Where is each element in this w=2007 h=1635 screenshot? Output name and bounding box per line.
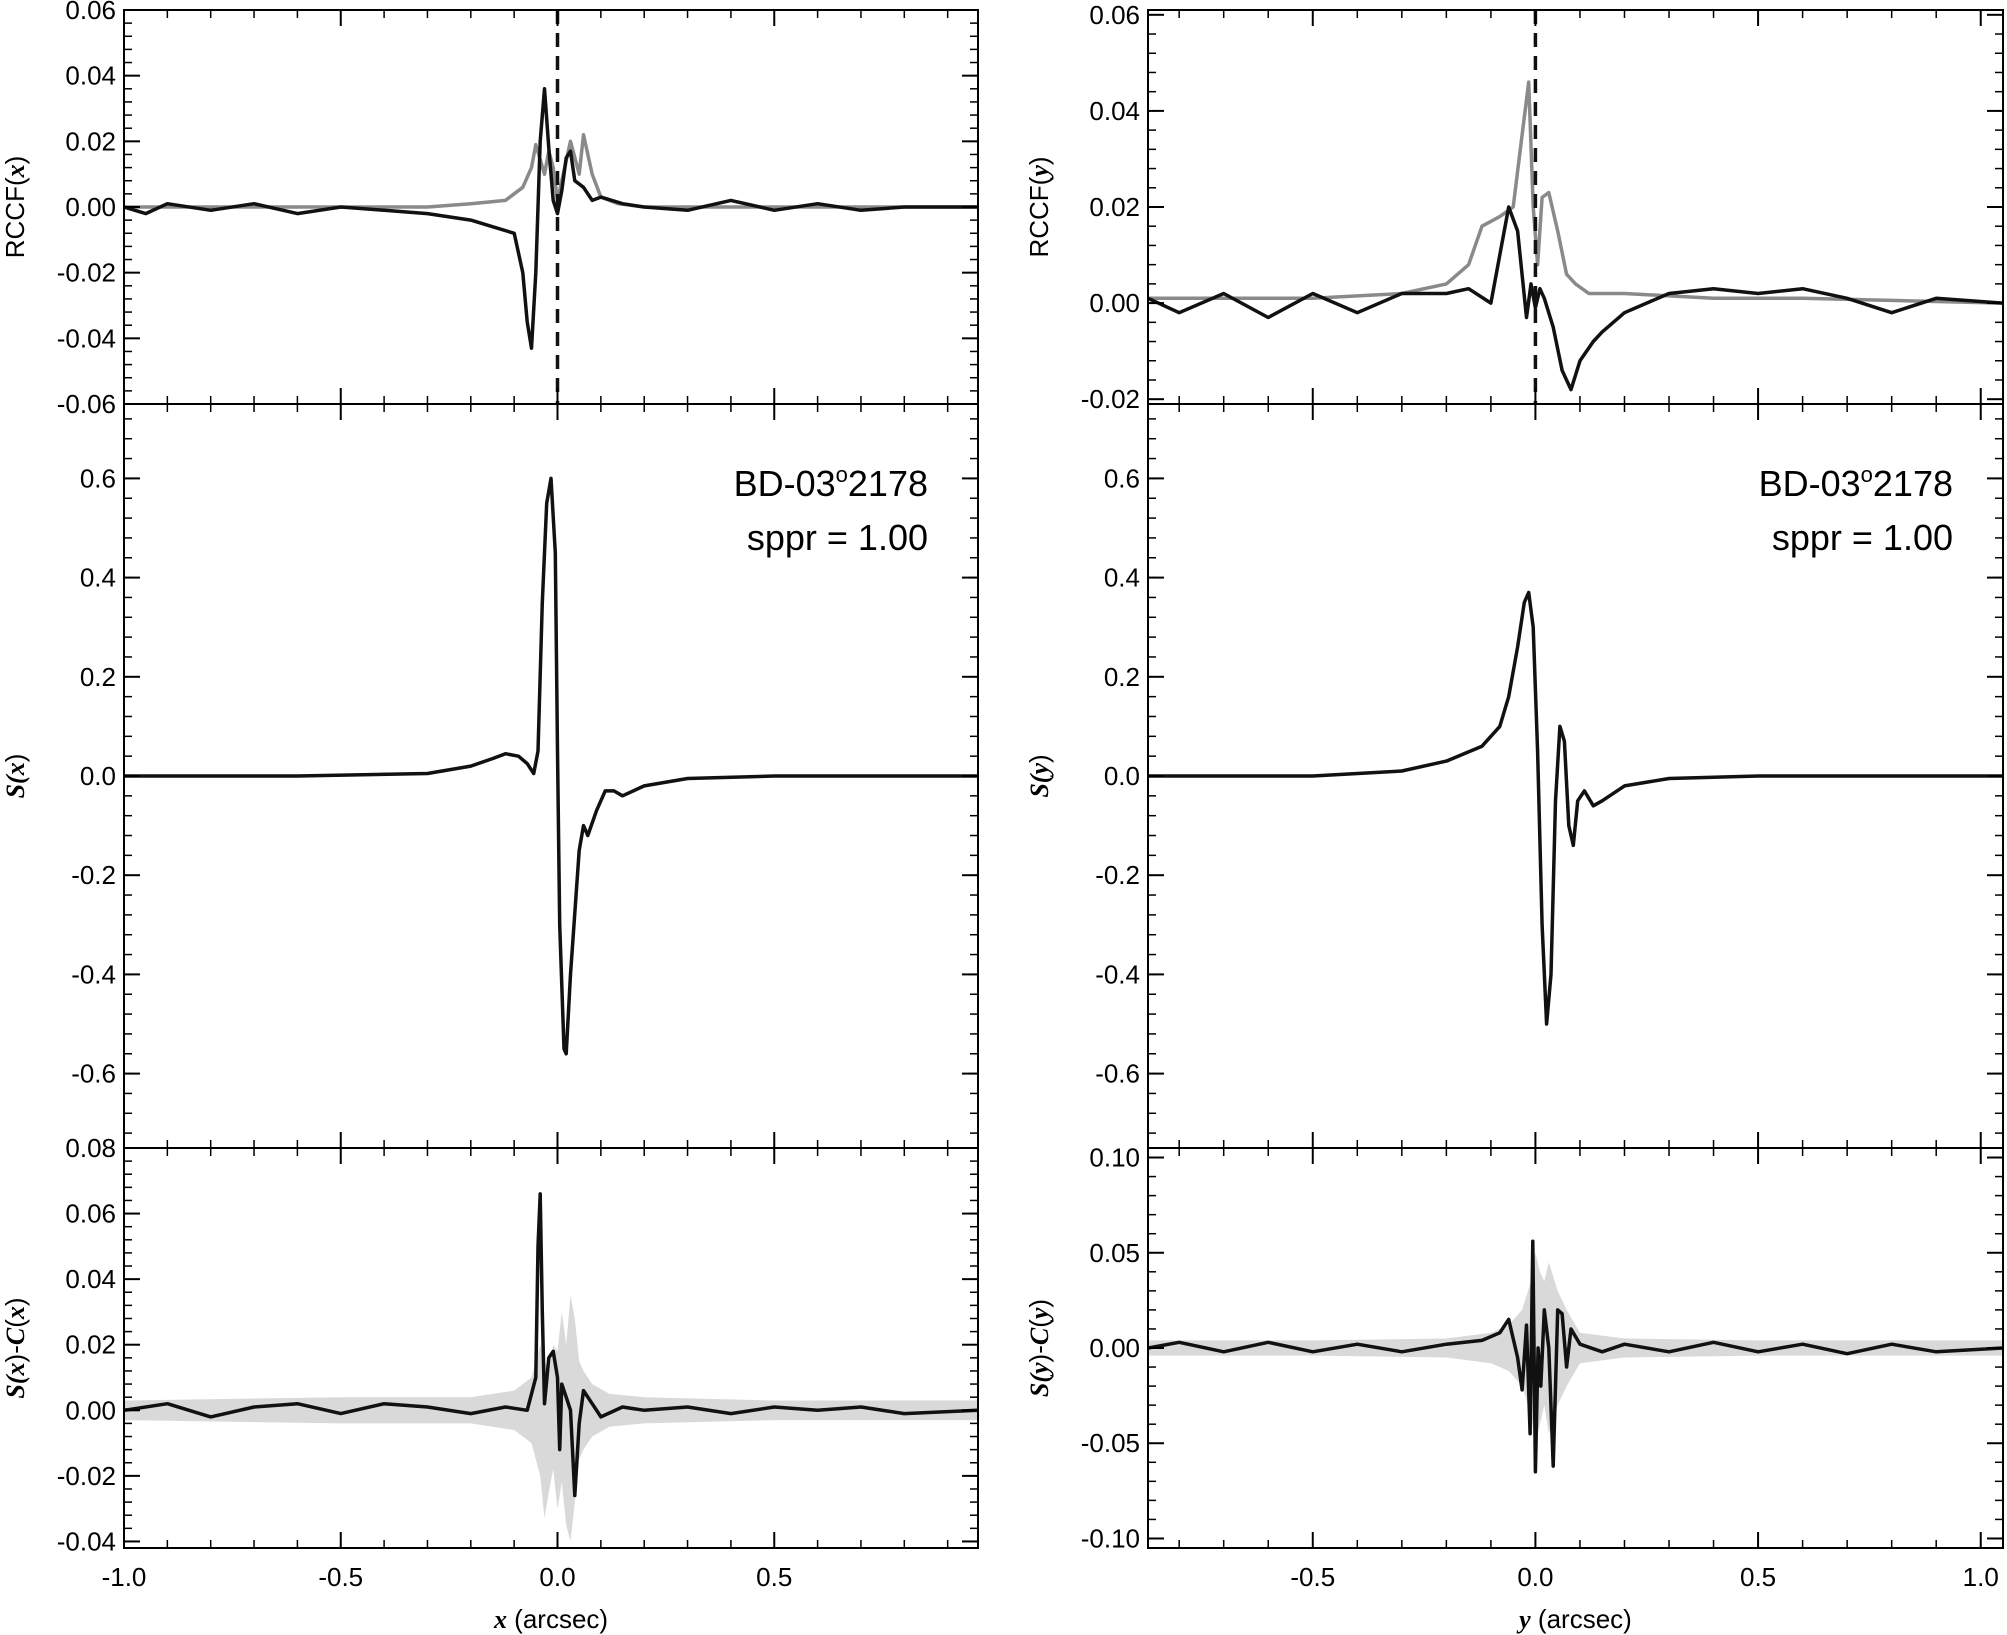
ytick-label: 0.6 xyxy=(1104,463,1140,493)
xtick-label: 0.0 xyxy=(1517,1562,1553,1592)
ytick-label: -0.02 xyxy=(57,1461,116,1491)
plot-area xyxy=(124,476,978,1056)
series-line-0 xyxy=(1148,1239,2003,1474)
ytick-label: 0.0 xyxy=(80,761,116,791)
x-axis-label: y (arcsec) xyxy=(1516,1604,1632,1634)
plot-area xyxy=(1148,1239,2003,1474)
panel-left-mid: -0.6 -0.4 -0.2 0.0 0.2 0.4 0.6 S(x) BD-03o2178 sp… xyxy=(0,403,979,1149)
panel-left-top: -0.06 -0.04 -0.02 0.00 0.02 0.04 0.06 RCCF(x) xyxy=(0,0,979,419)
series-line-0 xyxy=(124,476,978,1056)
ytick-label: 0.06 xyxy=(1089,0,1140,30)
y-axis-label: S(x)-C(x) xyxy=(0,1297,30,1398)
sppr-annotation: sppr = 1.00 xyxy=(747,517,928,558)
star-name-annotation: BD-03o2178 xyxy=(734,462,928,504)
y-axis-label: RCCF(y) xyxy=(1024,156,1054,257)
ytick-label: -0.2 xyxy=(1095,860,1140,890)
ytick-label: -0.02 xyxy=(1081,384,1140,414)
ytick-label: 0.2 xyxy=(1104,662,1140,692)
plot-area xyxy=(1148,10,2003,404)
ytick-label: 0.4 xyxy=(1104,563,1140,593)
xtick-label: -0.5 xyxy=(318,1562,363,1592)
ytick-label: -0.04 xyxy=(57,323,116,353)
ytick-label: 0.00 xyxy=(1089,288,1140,318)
series-line-0 xyxy=(124,1192,978,1498)
ytick-label: -0.4 xyxy=(71,959,116,989)
plot-area xyxy=(124,1192,978,1542)
ytick-label: 0.06 xyxy=(65,0,116,25)
panel-right-top: -0.02 0.00 0.02 0.04 0.06 RCCF(y) xyxy=(1024,0,2004,414)
ytick-label: -0.05 xyxy=(1081,1428,1140,1458)
y-axis-label: S(y)-C(y) xyxy=(1024,1299,1054,1397)
y-axis-label: S(x) xyxy=(0,754,30,799)
ytick-label: 0.08 xyxy=(65,1133,116,1163)
ytick-label: 0.04 xyxy=(65,1264,116,1294)
ytick-label: 0.6 xyxy=(80,463,116,493)
ytick-label: 0.10 xyxy=(1089,1143,1140,1173)
plot-area xyxy=(124,10,978,404)
series-line-1 xyxy=(124,87,978,350)
xtick-label: 0.5 xyxy=(1740,1562,1776,1592)
ytick-label: 0.00 xyxy=(65,192,116,222)
xtick-label: -0.5 xyxy=(1290,1562,1335,1592)
ytick-label: 0.0 xyxy=(1104,761,1140,791)
xtick-label: 0.5 xyxy=(756,1562,792,1592)
plot-frame xyxy=(1147,9,2004,405)
ytick-label: -0.10 xyxy=(1081,1523,1140,1553)
ytick-label: -0.02 xyxy=(57,258,116,288)
ytick-label: 0.06 xyxy=(65,1199,116,1229)
ytick-label: 0.04 xyxy=(1089,96,1140,126)
ytick-label: -0.4 xyxy=(1095,959,1140,989)
xtick-label: -1.0 xyxy=(102,1562,147,1592)
ytick-label: 0.00 xyxy=(65,1395,116,1425)
series-line-0 xyxy=(1148,80,2003,305)
uncertainty-band xyxy=(124,1295,978,1542)
ytick-label: -0.04 xyxy=(57,1526,116,1556)
ytick-label: -0.06 xyxy=(57,389,116,419)
ytick-label: 0.2 xyxy=(80,662,116,692)
panel-right-bot: -0.10 -0.05 0.00 0.05 0.10 -0.5 0.0 0.5 1.0 y (ar… xyxy=(1024,1143,2004,1634)
plot-frame xyxy=(123,1147,979,1549)
uncertainty-band xyxy=(1148,1252,2003,1444)
series-line-1 xyxy=(1148,205,2003,392)
ytick-label: 0.4 xyxy=(80,563,116,593)
xtick-label: 0.0 xyxy=(539,1562,575,1592)
ytick-label: -0.6 xyxy=(1095,1059,1140,1089)
ytick-label: 0.02 xyxy=(65,1330,116,1360)
y-axis-label: RCCF(x) xyxy=(0,156,30,259)
y-axis-label: S(y) xyxy=(1024,754,1054,797)
ytick-label: -0.2 xyxy=(71,860,116,890)
x-axis-label: x (arcsec) xyxy=(493,1604,608,1634)
ytick-label: 0.02 xyxy=(65,126,116,156)
ytick-label: 0.04 xyxy=(65,61,116,91)
plot-area xyxy=(1148,590,2003,1026)
ytick-label: 0.00 xyxy=(1089,1333,1140,1363)
ytick-label: 0.05 xyxy=(1089,1238,1140,1268)
sppr-annotation: sppr = 1.00 xyxy=(1772,517,1953,558)
panel-left-bot: -0.04 -0.02 0.00 0.02 0.04 0.06 0.08 -1.0 -0.5 0.… xyxy=(0,1133,979,1634)
ytick-label: 0.02 xyxy=(1089,192,1140,222)
panel-right-mid: -0.6 -0.4 -0.2 0.0 0.2 0.4 0.6 S(y) BD-03o2178 sp… xyxy=(1024,403,2004,1149)
ytick-label: -0.6 xyxy=(71,1059,116,1089)
xtick-label: 1.0 xyxy=(1963,1562,1999,1592)
star-name-annotation: BD-03o2178 xyxy=(1759,462,1953,504)
series-line-0 xyxy=(1148,590,2003,1026)
